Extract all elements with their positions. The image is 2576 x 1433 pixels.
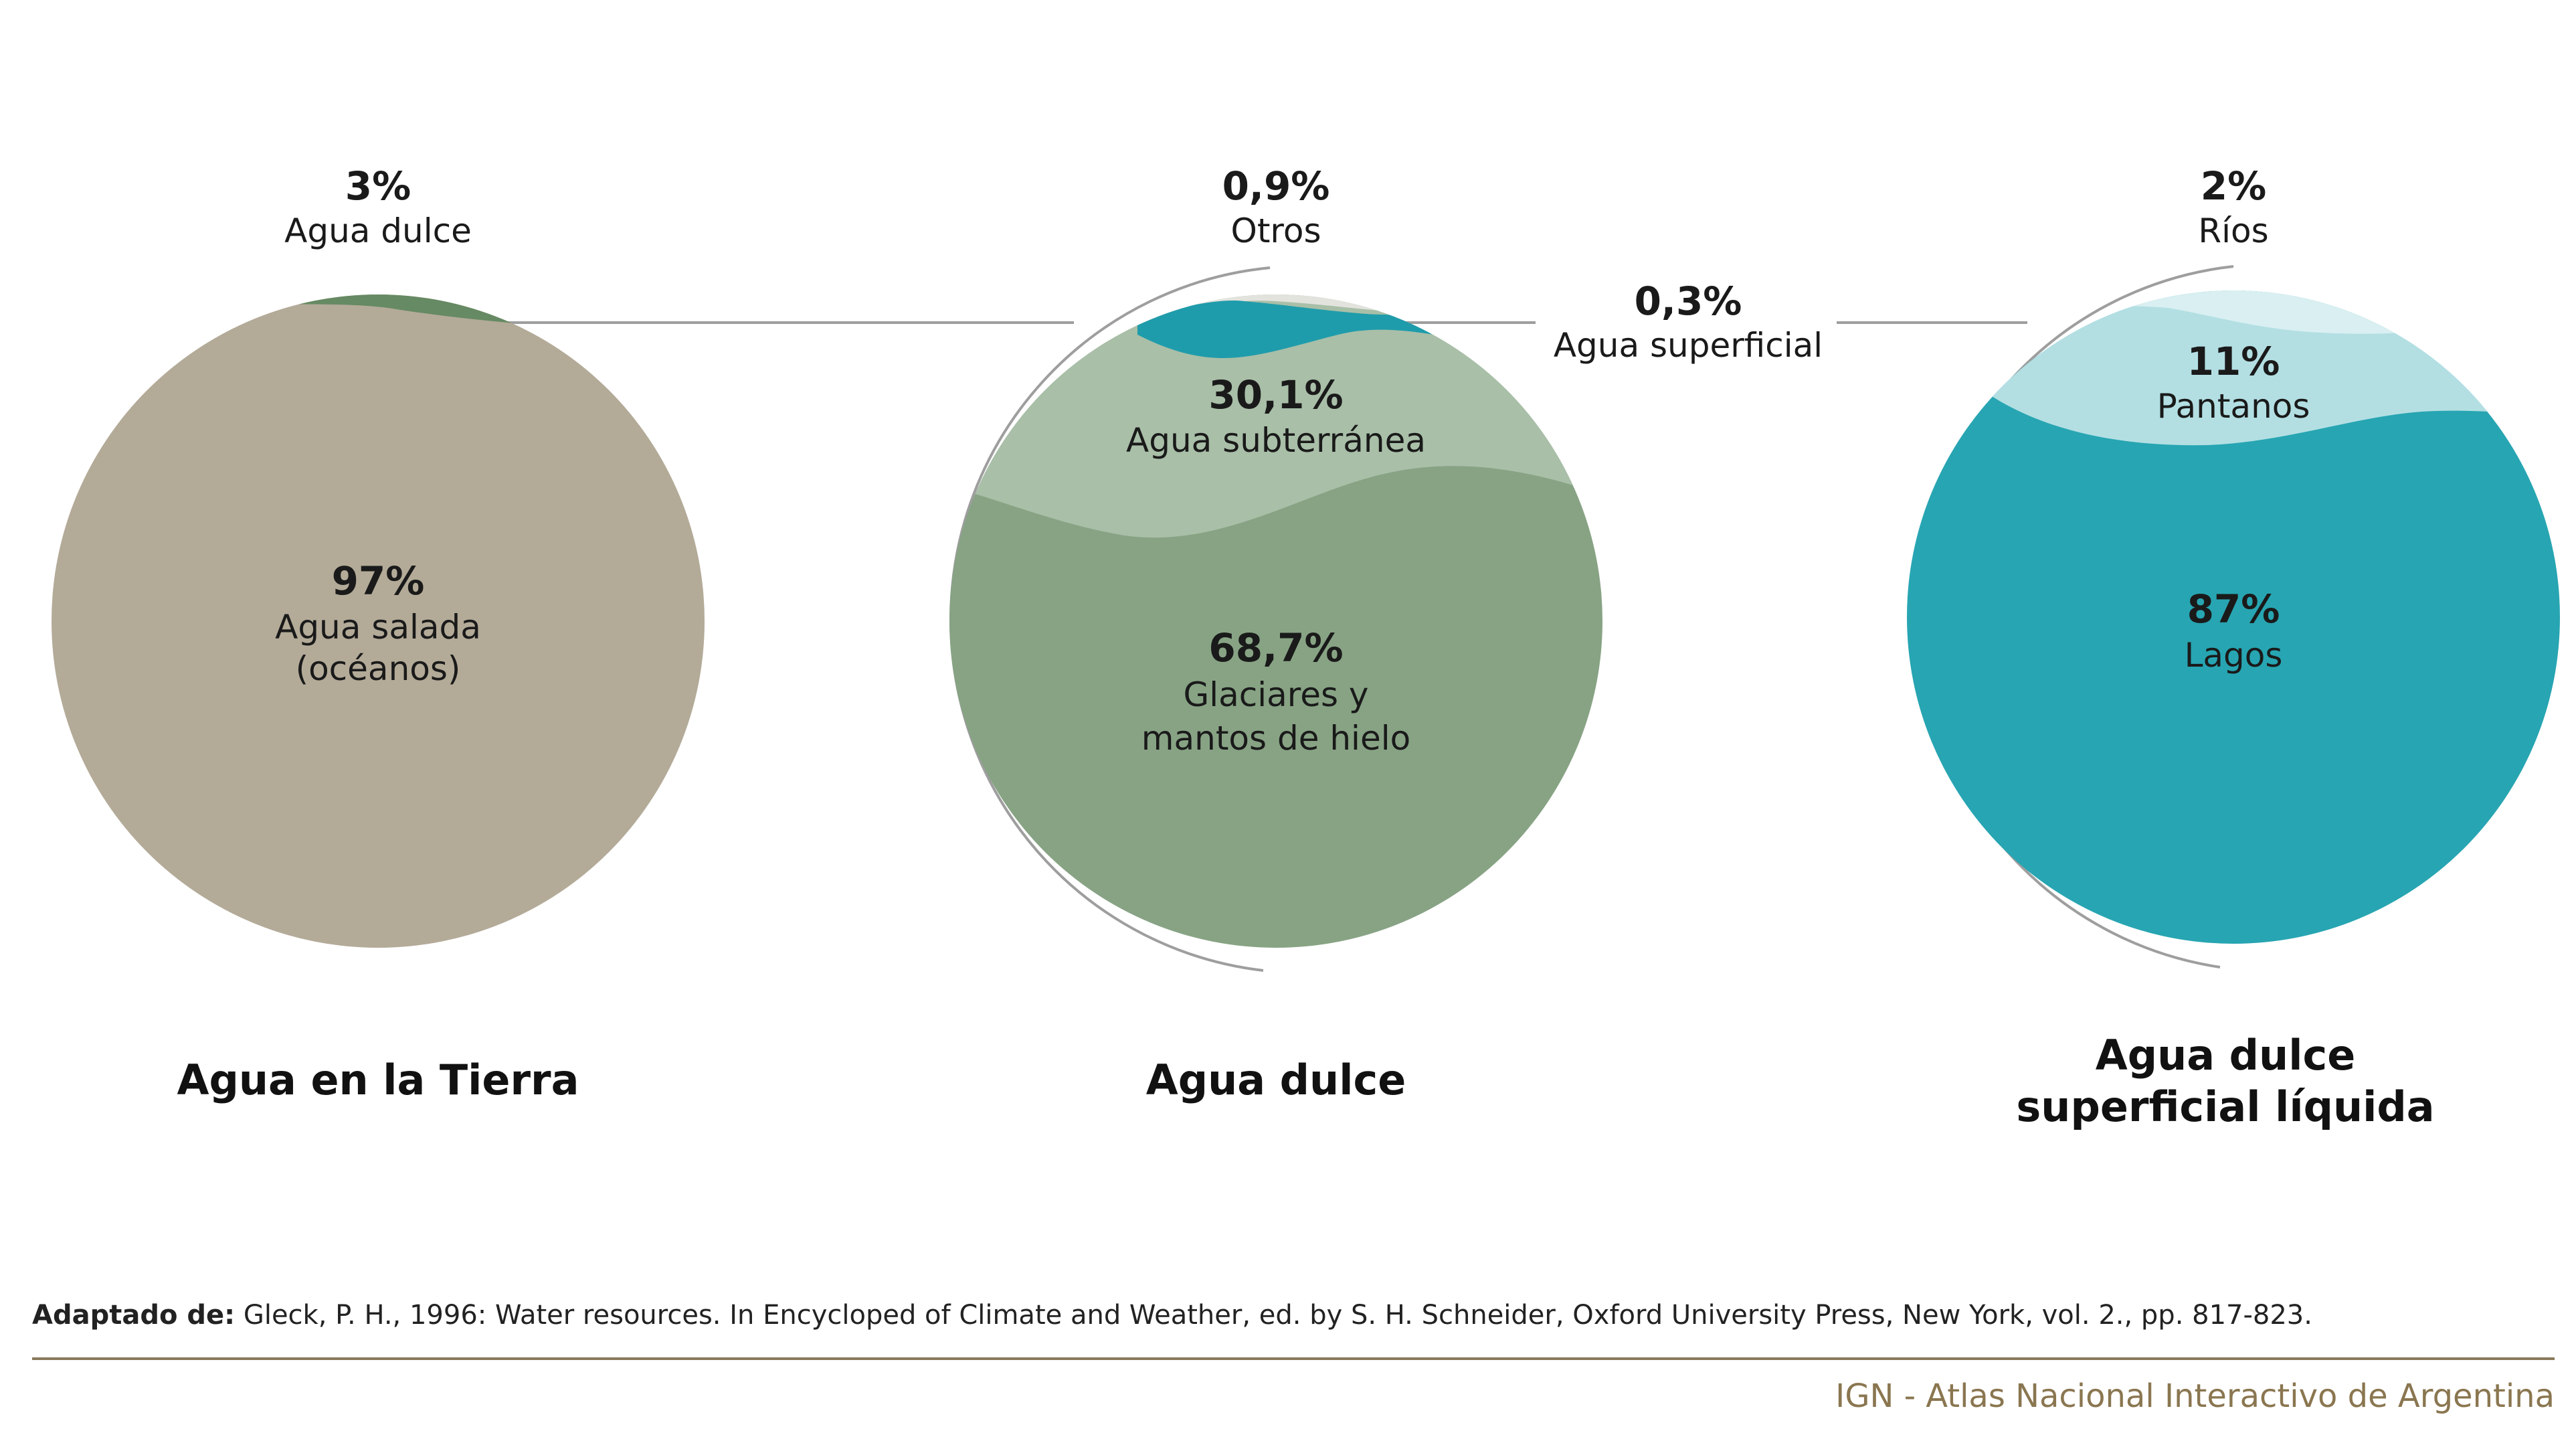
label-lagos-pct: 87% — [2187, 586, 2280, 632]
label-agua-dulce-pct: 3% — [345, 163, 411, 209]
label-glaciares-pct: 68,7% — [1208, 625, 1343, 671]
label-otros-name: Otros — [1230, 212, 1321, 250]
label-pantanos-name: Pantanos — [2157, 387, 2310, 426]
slice-agua-salada — [52, 294, 705, 948]
label-glaciares-line1: Glaciares y — [1183, 675, 1368, 714]
label-agua-superficial-pct: 0,3% — [1635, 278, 1742, 324]
label-glaciares-line2: mantos de hielo — [1141, 719, 1410, 758]
pie-agua-en-la-tierra — [52, 294, 705, 948]
title-agua-dulce: Agua dulce — [1146, 1056, 1406, 1104]
label-agua-subterranea-name: Agua subterránea — [1126, 421, 1426, 460]
label-agua-salada-pct: 97% — [332, 558, 425, 604]
label-rios-pct: 2% — [2201, 163, 2266, 209]
slice-agua-superficial — [1137, 301, 1472, 358]
footer-credit: IGN - Atlas Nacional Interactivo de Arge… — [1835, 1377, 2555, 1415]
label-agua-dulce-name: Agua dulce — [284, 212, 472, 250]
footer-divider — [32, 1357, 2555, 1360]
title-superficial-line1: Agua dulce — [2096, 1031, 2356, 1080]
title-superficial-line2: superficial líquida — [2016, 1082, 2434, 1131]
source-text: Gleck, P. H., 1996: Water resources. In … — [235, 1300, 2312, 1331]
label-otros-pct: 0,9% — [1222, 163, 1330, 209]
label-lagos-name: Lagos — [2185, 636, 2283, 675]
title-agua-en-la-tierra: Agua en la Tierra — [177, 1056, 579, 1104]
label-pantanos-pct: 11% — [2187, 339, 2280, 384]
label-agua-salada-line2: (océanos) — [296, 649, 461, 688]
source-citation: Adaptado de: Gleck, P. H., 1996: Water r… — [32, 1300, 2312, 1331]
label-agua-salada-line1: Agua salada — [275, 608, 481, 647]
source-prefix: Adaptado de: — [32, 1300, 236, 1331]
label-rios-name: Ríos — [2198, 212, 2268, 250]
label-agua-superficial-name: Agua superficial — [1554, 326, 1823, 365]
label-agua-subterranea-pct: 30,1% — [1208, 372, 1343, 418]
